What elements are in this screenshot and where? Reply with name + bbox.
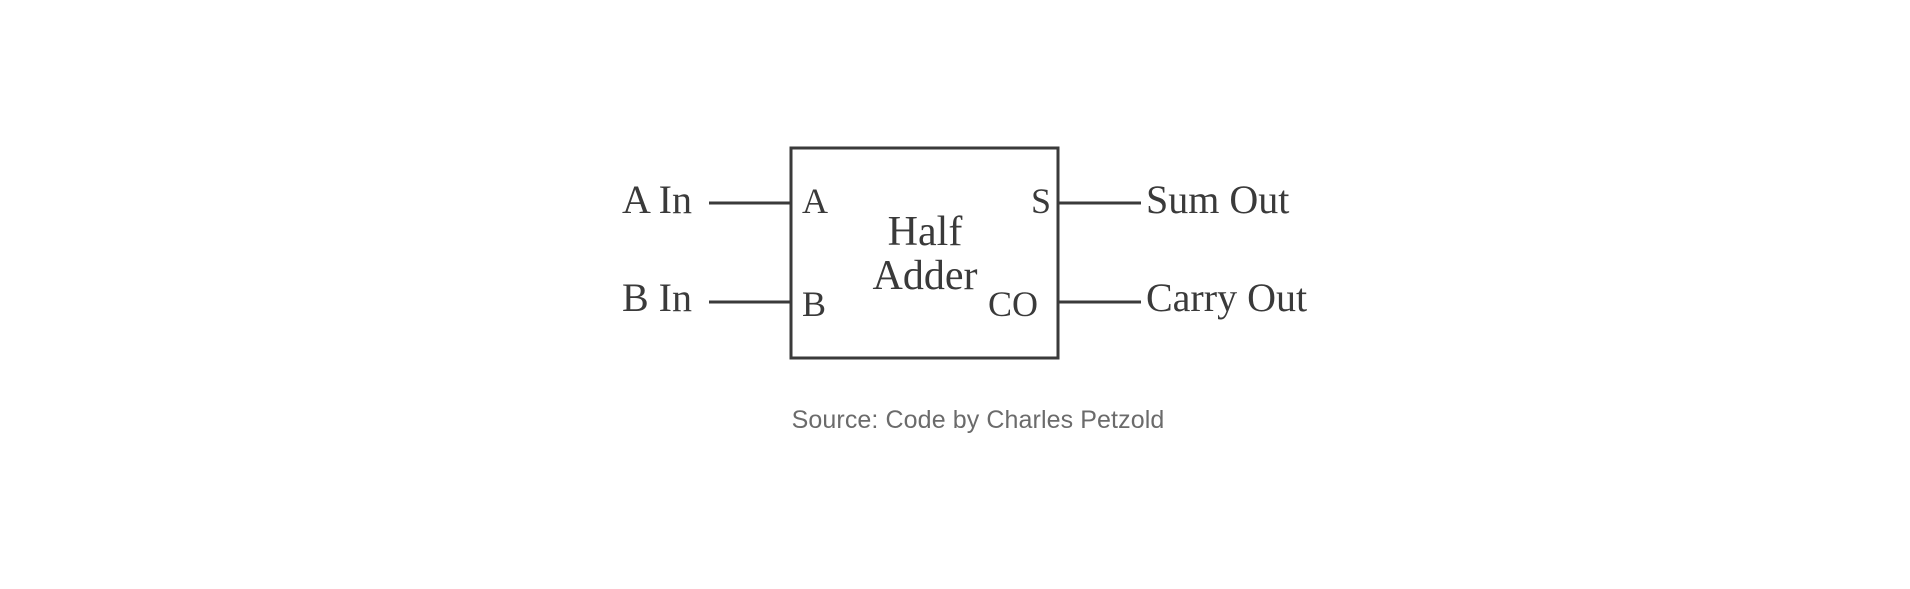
carry-out-label: Carry Out — [1146, 275, 1307, 320]
port-a-label: A — [802, 181, 828, 221]
figure-caption: Source: Code by Charles Petzold — [791, 406, 1165, 434]
half-adder-block — [789, 146, 1060, 360]
a-in-label: A In — [622, 177, 692, 222]
b-in-label: B In — [622, 275, 692, 320]
sum-out-label: Sum Out — [1146, 177, 1289, 222]
block-title-adder: Adder — [873, 253, 978, 299]
port-s-label: S — [1031, 181, 1051, 221]
block-title-half: Half — [888, 209, 963, 255]
port-b-label: B — [802, 284, 826, 324]
port-co-label: CO — [988, 284, 1038, 324]
